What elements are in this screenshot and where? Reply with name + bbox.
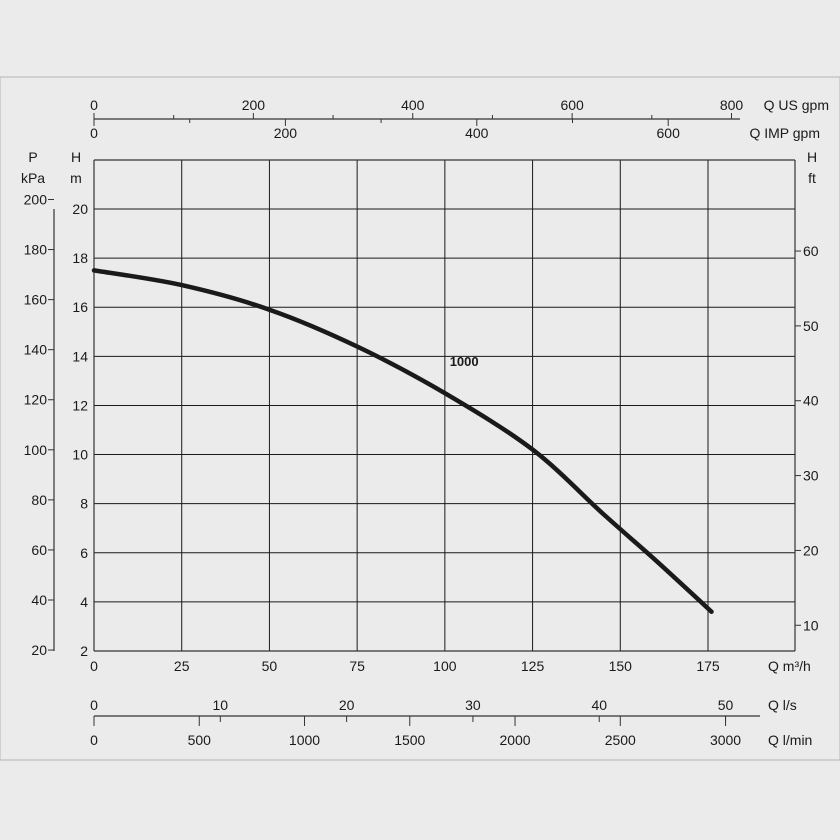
x-impgpm-tick-label: 200	[274, 125, 298, 141]
x-primary-label: Q m³/h	[768, 658, 811, 674]
x-usgpm-tick-label: 200	[242, 97, 266, 113]
x-ls-tick-label: 0	[90, 697, 98, 713]
x-primary-tick-label: 150	[609, 658, 633, 674]
y-primary-tick-label: 14	[72, 348, 88, 364]
y-primary-label-line1: H	[71, 149, 81, 165]
x-lmin-tick-label: 500	[188, 732, 212, 748]
chart-panel	[0, 76, 840, 761]
grid	[94, 160, 795, 651]
y-primary-label-line2: m	[70, 170, 82, 186]
y-primary-tick-label: 12	[72, 397, 88, 413]
y-kpa-tick-label: 100	[24, 442, 48, 458]
y-kpa-tick-label: 20	[31, 642, 47, 658]
y-primary-tick-label: 20	[72, 201, 88, 217]
y-primary-tick-label: 10	[72, 447, 88, 463]
x-primary-tick-label: 50	[262, 658, 278, 674]
y-kpa-tick-label: 80	[31, 492, 47, 508]
y-ft-tick-label: 10	[803, 617, 819, 633]
x-impgpm-tick-label: 0	[90, 125, 98, 141]
y-kpa-tick-label: 160	[24, 292, 48, 308]
x-primary-tick-label: 100	[433, 658, 457, 674]
y-kpa-tick-label: 140	[24, 342, 48, 358]
y-ft-tick-label: 30	[803, 468, 819, 484]
y-kpa-tick-label: 60	[31, 542, 47, 558]
x-ls-tick-label: 40	[591, 697, 607, 713]
y-kpa-tick-label: 200	[24, 191, 48, 207]
x-impgpm-tick-label: 400	[465, 125, 489, 141]
y-primary-tick-label: 4	[80, 594, 88, 610]
y-primary-tick-label: 8	[80, 496, 88, 512]
y-ft-label-line1: H	[807, 149, 817, 165]
x-lmin-tick-label: 2000	[499, 732, 530, 748]
y-kpa-tick-label: 180	[24, 242, 48, 258]
y-ft-tick-label: 20	[803, 542, 819, 558]
x-lmin-tick-label: 1500	[394, 732, 425, 748]
x-ls-tick-label: 10	[213, 697, 229, 713]
y-kpa-tick-label: 120	[24, 392, 48, 408]
y-ft-label-line2: ft	[808, 170, 816, 186]
y-ft-tick-label: 60	[803, 243, 819, 259]
x-impgpm-tick-label: 600	[657, 125, 681, 141]
y-primary-tick-label: 16	[72, 299, 88, 315]
x-ls-tick-label: 50	[718, 697, 734, 713]
x-primary-tick-label: 25	[174, 658, 190, 674]
x-primary-tick-label: 125	[521, 658, 545, 674]
x-usgpm-label: Q US gpm	[764, 97, 829, 113]
x-ls-label: Q l/s	[768, 697, 797, 713]
y-kpa-label-line2: kPa	[21, 170, 45, 186]
x-lmin-tick-label: 2500	[605, 732, 636, 748]
x-lmin-tick-label: 0	[90, 732, 98, 748]
x-usgpm-tick-label: 0	[90, 97, 98, 113]
x-lmin-tick-label: 1000	[289, 732, 320, 748]
x-usgpm-tick-label: 400	[401, 97, 425, 113]
y-kpa-tick-label: 40	[31, 592, 47, 608]
x-ls-tick-label: 30	[465, 697, 481, 713]
x-usgpm-tick-label: 600	[560, 97, 584, 113]
x-primary-tick-label: 175	[696, 658, 720, 674]
series-label-1000: 1000	[450, 354, 479, 369]
series: 1000	[91, 268, 714, 614]
y-ft-tick-label: 50	[803, 318, 819, 334]
x-impgpm-label: Q IMP gpm	[749, 125, 820, 141]
y-primary-tick-label: 2	[80, 643, 88, 659]
axes	[53, 118, 796, 717]
y-kpa-label-line1: P	[28, 149, 37, 165]
x-primary-tick-label: 0	[90, 658, 98, 674]
y-primary-tick-label: 6	[80, 545, 88, 561]
y-primary-tick-label: 18	[72, 250, 88, 266]
series-line-1000	[91, 268, 714, 614]
x-usgpm-tick-label: 800	[720, 97, 744, 113]
x-primary-tick-label: 75	[349, 658, 365, 674]
x-ls-tick-label: 20	[339, 697, 355, 713]
x-lmin-tick-label: 3000	[710, 732, 741, 748]
tick-labels: 2468101214161820204060801001201401601802…	[24, 97, 819, 748]
y-ft-tick-label: 40	[803, 393, 819, 409]
x-lmin-label: Q l/min	[768, 732, 812, 748]
